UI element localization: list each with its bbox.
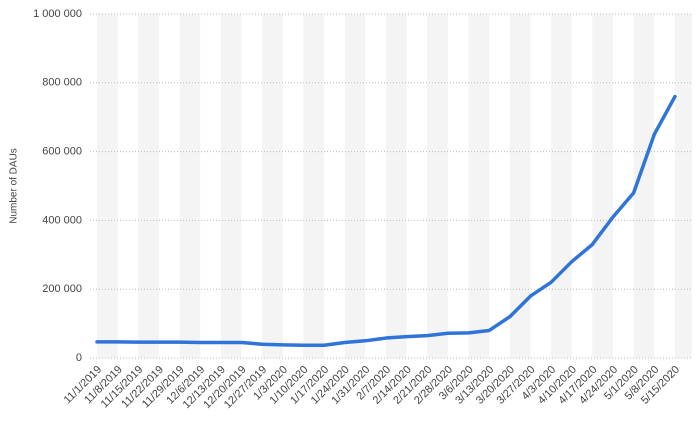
band	[344, 14, 366, 358]
band	[633, 14, 655, 358]
band	[427, 14, 448, 358]
band	[468, 14, 490, 358]
band	[262, 14, 283, 358]
y-tick-label: 600 000	[42, 146, 82, 158]
band	[138, 14, 159, 358]
y-tick-label: 400 000	[42, 214, 82, 226]
band	[303, 14, 325, 358]
band	[592, 14, 613, 358]
y-tick-label: 200 000	[42, 283, 82, 295]
band	[97, 14, 118, 358]
line	[95, 94, 677, 348]
y-tick-label: 1 000 000	[33, 8, 82, 20]
band	[179, 14, 201, 358]
band	[551, 14, 572, 358]
band	[220, 14, 242, 358]
y-tick-label: 0	[76, 352, 82, 364]
band	[385, 14, 407, 358]
band	[674, 14, 692, 358]
y-axis-label: Number of DAUs	[9, 148, 20, 224]
band	[509, 14, 531, 358]
y-tick-label: 800 000	[42, 77, 82, 89]
bands	[97, 14, 692, 358]
